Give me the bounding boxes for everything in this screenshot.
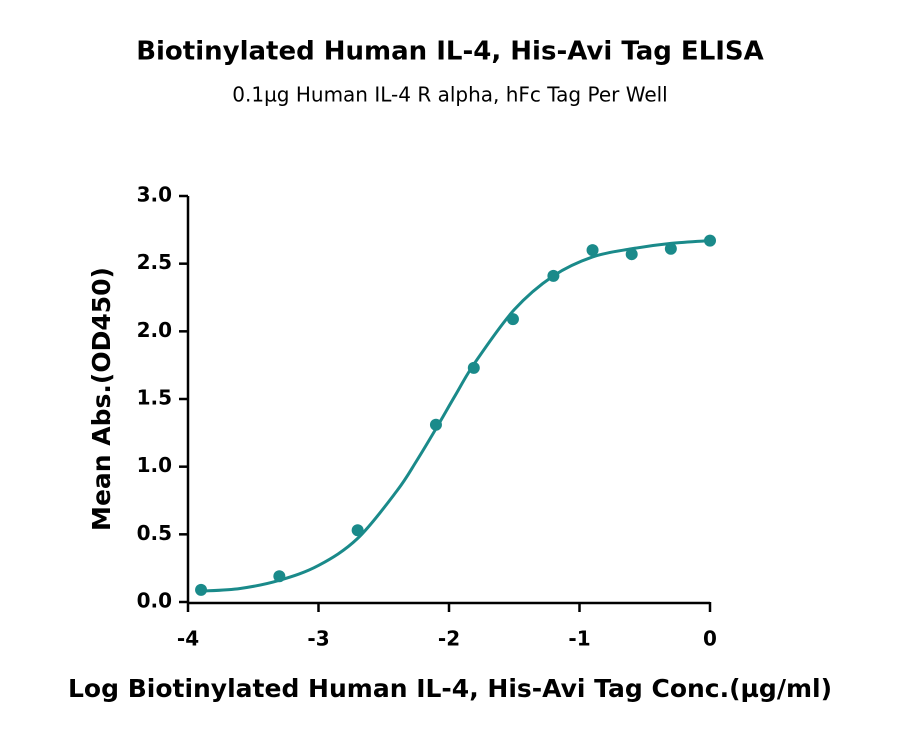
x-tick-label: -2 [438,627,460,651]
x-axis-label: Log Biotinylated Human IL-4, His-Avi Tag… [68,674,832,703]
chart-title: Biotinylated Human IL-4, His-Avi Tag ELI… [136,37,764,67]
data-point [704,234,716,247]
data-point [467,361,480,374]
data-point [664,242,677,255]
data-point [586,244,599,257]
y-tick-label: 0.0 [137,589,172,613]
y-tick-label: 1.5 [137,386,172,410]
y-tick-label: 2.5 [137,250,172,274]
data-point [547,269,560,282]
x-tick-label: -4 [177,627,199,651]
x-tick-label: 0 [703,627,717,651]
y-tick-label: 3.0 [137,183,172,207]
data-point [625,248,638,261]
data-point [273,570,286,583]
x-tick-label: -3 [307,627,329,651]
data-point [351,524,364,537]
y-tick-label: 2.0 [137,318,172,342]
y-tick-label: 0.5 [137,521,172,545]
data-point [195,583,208,596]
fit-curve [200,239,711,593]
chart-subtitle: 0.1µg Human IL-4 R alpha, hFc Tag Per We… [232,83,667,107]
data-point [506,313,519,326]
data-point [429,418,442,431]
y-axis-label: Mean Abs.(OD450) [87,267,116,531]
x-tick-label: -1 [568,627,590,651]
y-tick-label: 1.0 [137,453,172,477]
